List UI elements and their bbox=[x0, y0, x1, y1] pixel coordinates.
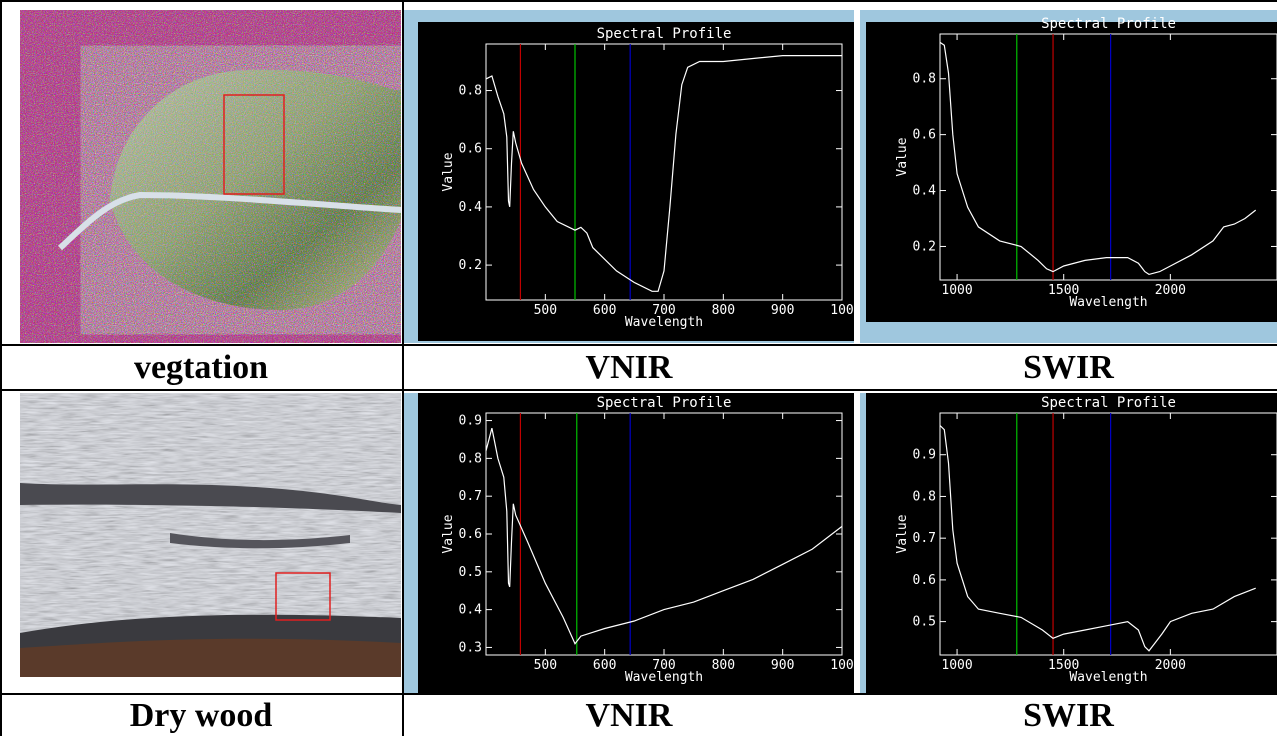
roi-box bbox=[223, 94, 285, 195]
x-tick-label: 800 bbox=[712, 303, 735, 318]
x-tick-label: 100 bbox=[830, 658, 853, 673]
x-tick-label: 900 bbox=[771, 658, 794, 673]
chart-title: Spectral Profile bbox=[1041, 16, 1176, 32]
x-tick-label: 2000 bbox=[1155, 283, 1186, 298]
chart-title: Spectral Profile bbox=[597, 26, 732, 42]
y-tick-label: 0.7 bbox=[913, 531, 936, 546]
y-tick-label: 0.9 bbox=[459, 414, 482, 429]
x-tick-label: 2000 bbox=[1155, 658, 1186, 673]
vnir-vegetation-plot: Spectral Profile 500 600 700 800 900 100 0.2 0.4… bbox=[404, 10, 854, 343]
plot-window bbox=[418, 393, 854, 693]
table-divider-h3 bbox=[0, 693, 1277, 695]
y-axis-label: Value bbox=[441, 514, 456, 553]
dry-wood-photo bbox=[20, 393, 401, 677]
x-tick-label: 800 bbox=[712, 658, 735, 673]
chart-title: Spectral Profile bbox=[597, 395, 732, 411]
x-axis-label: Wavelength bbox=[625, 670, 703, 685]
chart-title: Spectral Profile bbox=[1041, 395, 1176, 411]
table-border-top bbox=[0, 0, 1277, 2]
y-tick-label: 0.5 bbox=[913, 615, 936, 630]
y-tick-label: 0.4 bbox=[459, 200, 483, 215]
roi-box bbox=[275, 572, 331, 621]
x-tick-label: 100 bbox=[830, 303, 853, 318]
y-tick-label: 0.4 bbox=[459, 603, 483, 618]
spectrum-line bbox=[939, 425, 1256, 652]
table-divider-h2 bbox=[0, 389, 1277, 391]
y-tick-label: 0.7 bbox=[459, 489, 482, 504]
x-tick-label: 1500 bbox=[1048, 283, 1079, 298]
x-tick-label: 500 bbox=[534, 658, 557, 673]
y-axis-label: Value bbox=[895, 514, 910, 553]
axes-frame bbox=[939, 412, 1277, 656]
vegetation-photo bbox=[20, 10, 401, 343]
plot-window bbox=[418, 22, 854, 341]
y-tick-label: 0.6 bbox=[459, 527, 482, 542]
y-axis-label: Value bbox=[441, 152, 456, 191]
axes-frame bbox=[939, 33, 1277, 281]
spectrum-line bbox=[485, 54, 842, 292]
x-axis-label: Wavelength bbox=[625, 315, 703, 330]
caption-swir-2: SWIR bbox=[860, 696, 1277, 736]
x-tick-label: 1000 bbox=[941, 658, 972, 673]
x-tick-label: 700 bbox=[652, 658, 675, 673]
table-divider-v bbox=[402, 0, 404, 736]
y-tick-label: 0.6 bbox=[913, 128, 936, 143]
y-tick-label: 0.2 bbox=[913, 239, 936, 254]
caption-vnir-2: VNIR bbox=[404, 696, 854, 736]
y-tick-label: 0.6 bbox=[913, 573, 936, 588]
caption-vegetation: vegtation bbox=[0, 347, 402, 389]
x-tick-label: 700 bbox=[652, 303, 675, 318]
y-tick-label: 0.6 bbox=[459, 142, 482, 157]
swir-drywood-plot: Spectral Profile 1000 1500 2000 0.5 0.6 0.7 0.8… bbox=[860, 393, 1277, 693]
y-tick-label: 0.5 bbox=[459, 565, 482, 580]
y-axis-label: Value bbox=[895, 137, 910, 176]
x-tick-label: 500 bbox=[534, 303, 557, 318]
y-tick-label: 0.9 bbox=[913, 448, 936, 463]
caption-swir-1: SWIR bbox=[860, 347, 1277, 389]
y-tick-label: 0.2 bbox=[459, 258, 482, 273]
y-tick-label: 0.8 bbox=[913, 72, 936, 87]
plot-window bbox=[866, 393, 1277, 693]
table-divider-h1 bbox=[0, 344, 1277, 346]
x-tick-label: 900 bbox=[771, 303, 794, 318]
vnir-drywood-plot: Spectral Profile 500 600 700 800 900 100 0.3 0.4… bbox=[404, 393, 854, 693]
y-tick-label: 0.3 bbox=[459, 640, 482, 655]
y-tick-label: 0.8 bbox=[459, 84, 482, 99]
x-tick-label: 600 bbox=[593, 658, 616, 673]
plot-window bbox=[866, 22, 1277, 322]
y-tick-label: 0.8 bbox=[913, 489, 936, 504]
swir-vegetation-plot: Spectral Profile 1000 1500 2000 0.2 0.4 0.6 0.8… bbox=[860, 10, 1277, 343]
x-tick-label: 1500 bbox=[1048, 658, 1079, 673]
x-tick-label: 600 bbox=[593, 303, 616, 318]
table-border-left bbox=[0, 0, 2, 736]
x-axis-label: Wavelength bbox=[1069, 670, 1147, 685]
x-tick-label: 1000 bbox=[941, 283, 972, 298]
x-axis-label: Wavelength bbox=[1069, 295, 1147, 310]
caption-vnir-1: VNIR bbox=[404, 347, 854, 389]
y-tick-label: 0.4 bbox=[913, 184, 937, 199]
spectrum-line bbox=[939, 41, 1257, 276]
caption-dry-wood: Dry wood bbox=[0, 696, 402, 736]
y-tick-label: 0.8 bbox=[459, 451, 482, 466]
spectrum-line bbox=[485, 427, 843, 645]
